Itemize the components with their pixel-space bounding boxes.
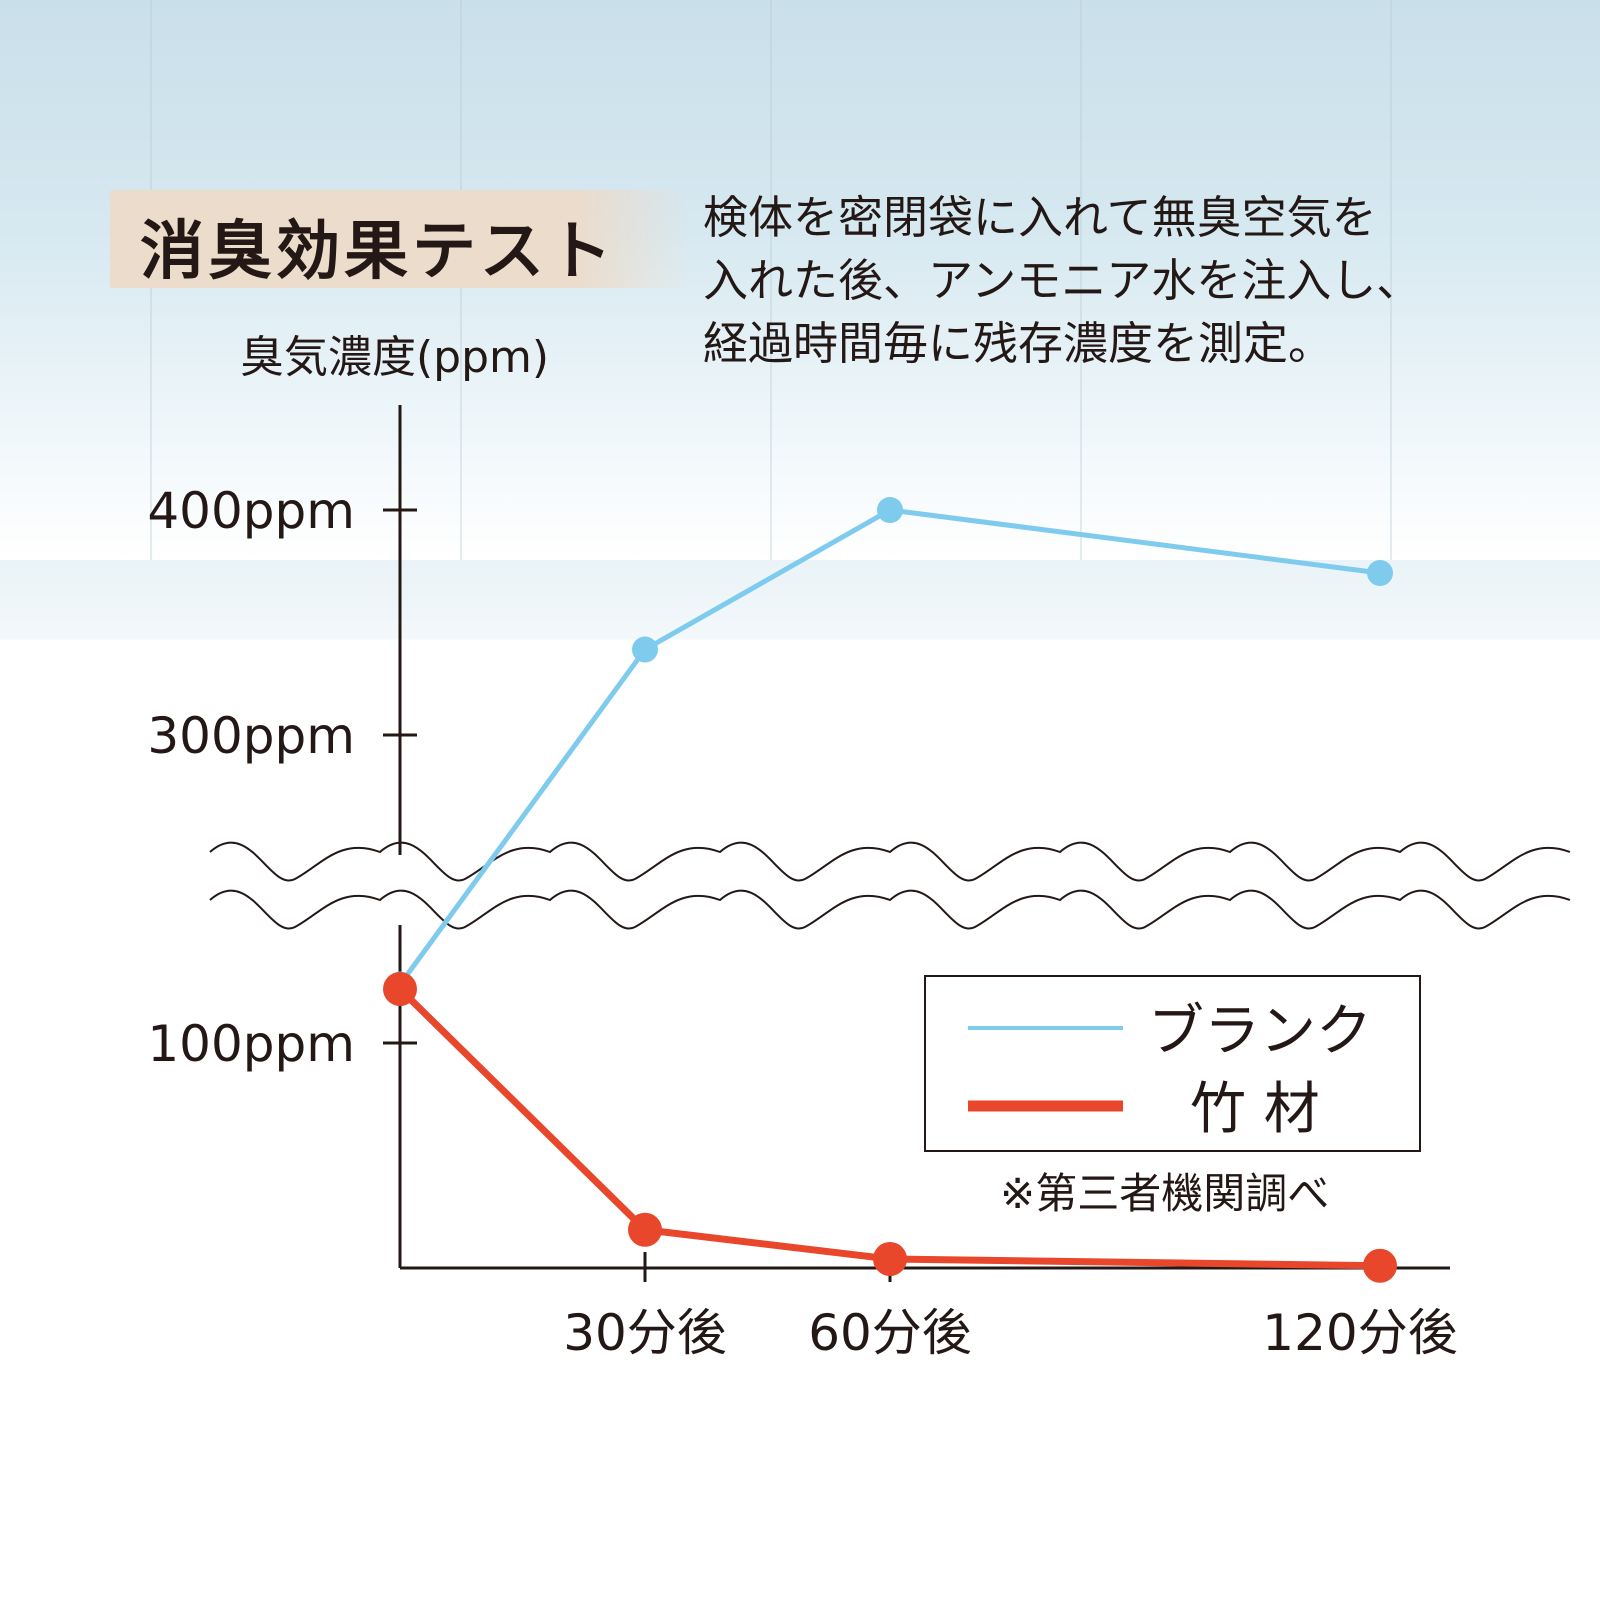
data-point-blank: [632, 636, 658, 663]
x-tick-label: 120分後: [1262, 1304, 1457, 1362]
data-point-bamboo: [383, 972, 417, 1006]
data-point-bamboo: [1363, 1248, 1397, 1283]
data-point-bamboo: [873, 1242, 907, 1276]
legend-label-bamboo: 竹 材: [1190, 1077, 1320, 1142]
axis-break-wave-lower: [209, 889, 1571, 930]
series-line-blank: [397, 507, 1381, 986]
source-note: ※第三者機関調べ: [1000, 1169, 1329, 1218]
legend: [924, 975, 1421, 1152]
description: 検体を密閉袋に入れて無臭空気を 入れた後、アンモニア水を注入し、 経過時間毎に残…: [703, 191, 1422, 370]
title-banner: [110, 190, 690, 288]
x-tick-label: 30分後: [563, 1304, 727, 1362]
data-point-bamboo: [628, 1212, 662, 1247]
axis-break-gap: [205, 855, 1425, 925]
y-tick-label: 300ppm: [147, 707, 355, 765]
y-tick-label: 100ppm: [147, 1015, 355, 1073]
data-point-blank: [877, 497, 903, 523]
y-tick-label: 400ppm: [147, 482, 355, 540]
x-tick-label: 60分後: [808, 1304, 972, 1362]
axis-break-wave-upper: [209, 841, 1571, 882]
series-line-bamboo: [397, 986, 1381, 1270]
chart-title: 消臭効果テスト: [140, 215, 616, 289]
data-point-blank: [1367, 560, 1393, 586]
y-axis-label: 臭気濃度(ppm): [240, 332, 549, 383]
legend-label-blank: ブランク: [1148, 999, 1372, 1064]
